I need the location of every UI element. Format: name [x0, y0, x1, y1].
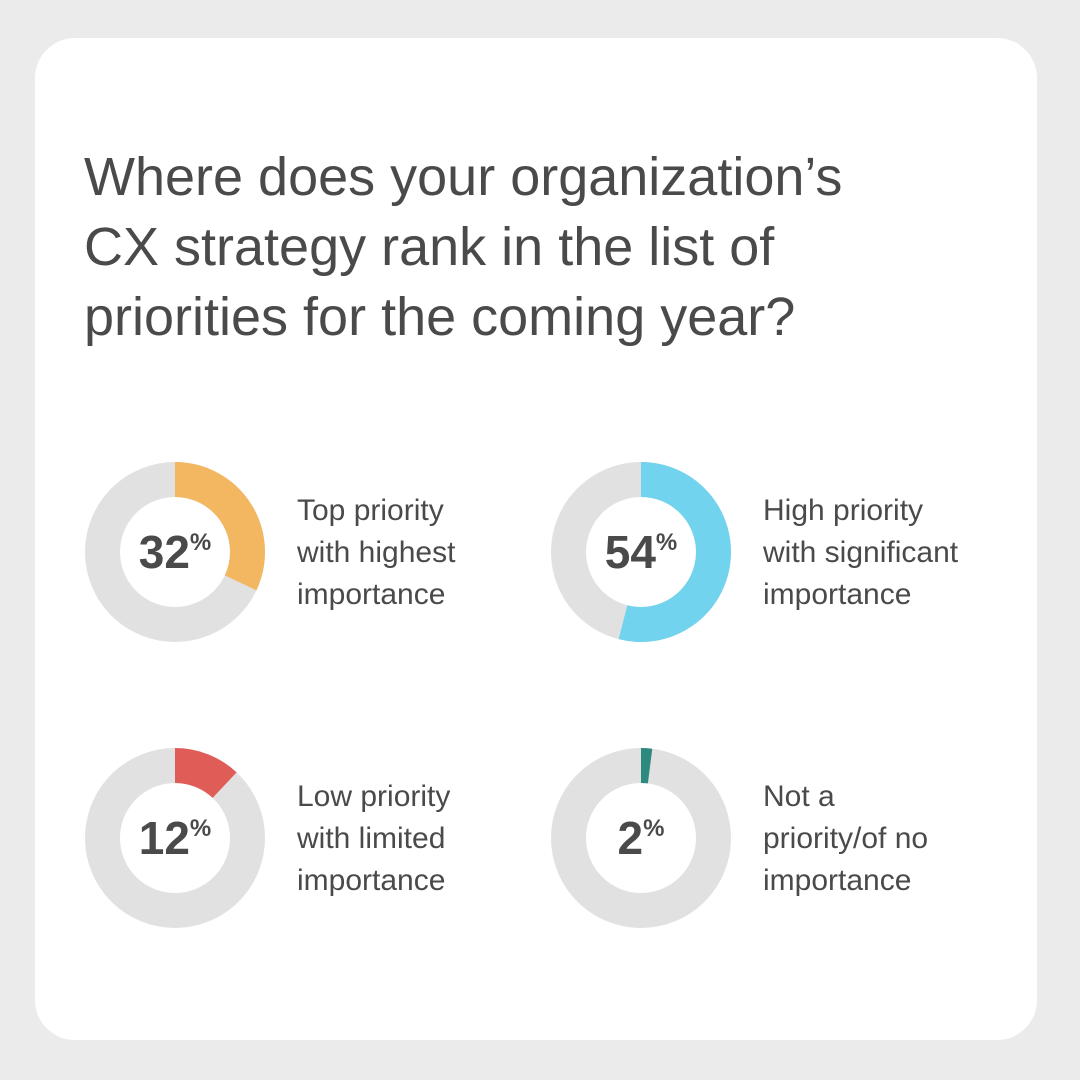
- value-label: 2%: [618, 812, 665, 864]
- category-label: High priority: [763, 494, 923, 527]
- donut-segment: [174, 748, 237, 799]
- value-label: 54%: [605, 526, 678, 578]
- donut-segment: [640, 748, 653, 784]
- category-label: importance: [297, 864, 445, 897]
- title-line: CX strategy rank in the list of: [84, 217, 775, 277]
- value-unit: %: [643, 815, 664, 842]
- card: [35, 38, 1037, 1040]
- category-label: with limited: [296, 822, 445, 855]
- category-label: Not a: [763, 780, 835, 813]
- value-number: 2: [618, 812, 644, 864]
- category-label: Low priority: [297, 780, 450, 813]
- value-label: 32%: [139, 526, 212, 578]
- title-line: priorities for the coming year?: [84, 287, 795, 347]
- category-label: priority/of no: [763, 822, 928, 855]
- value-unit: %: [656, 529, 677, 556]
- value-unit: %: [190, 815, 211, 842]
- category-label: importance: [763, 864, 911, 897]
- donut-segment: [174, 462, 265, 591]
- value-number: 54: [605, 526, 657, 578]
- value-unit: %: [190, 529, 211, 556]
- value-number: 32: [139, 526, 190, 578]
- category-label: with significant: [762, 536, 959, 569]
- title-line: Where does your organization’s: [84, 147, 842, 207]
- value-number: 12: [139, 812, 190, 864]
- category-label: with highest: [296, 536, 456, 569]
- category-label: importance: [763, 578, 911, 611]
- category-label: Top priority: [297, 494, 444, 527]
- donut-segment: [618, 462, 731, 642]
- value-label: 12%: [139, 812, 212, 864]
- category-label: importance: [297, 578, 445, 611]
